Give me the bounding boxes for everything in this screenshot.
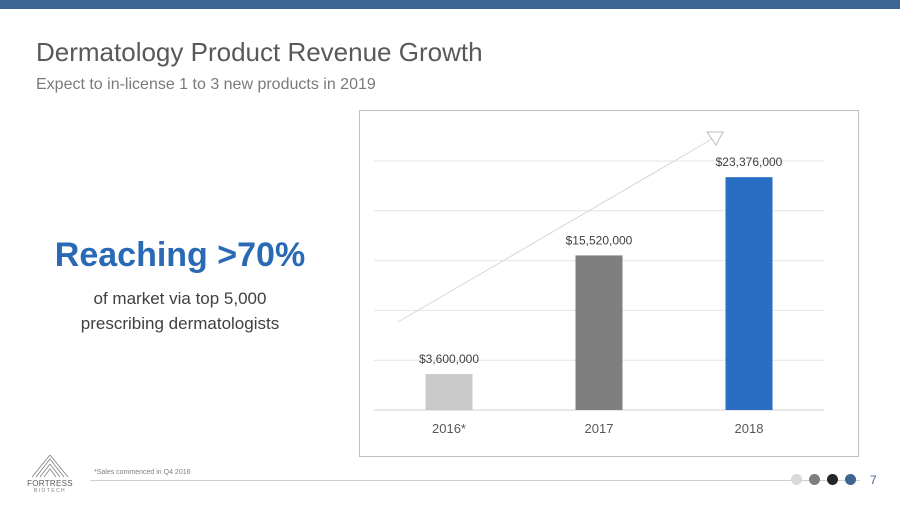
nav-dot-4 — [845, 474, 856, 485]
data-label-3: $23,376,000 — [716, 155, 783, 169]
bar-3 — [725, 177, 773, 410]
data-label-2: $15,520,000 — [566, 233, 633, 247]
data-label-1: $3,600,000 — [419, 352, 479, 366]
revenue-chart-svg: $3,600,000 2016* $15,520,000 2017 $23,376,00… — [374, 131, 824, 436]
logo-subtext: BIOTECH — [33, 488, 67, 494]
callout-text: of market via top 5,000 prescribing derm… — [30, 286, 330, 336]
trend-arrow-line — [397, 138, 713, 323]
callout-headline: Reaching >70% — [54, 236, 306, 274]
fortress-logo: FORTRESS BIOTECH — [22, 454, 78, 495]
revenue-chart: $3,600,000 2016* $15,520,000 2017 $23,376,00… — [359, 110, 859, 457]
x-tick-label-1: 2016* — [432, 421, 466, 436]
footnote: *Sales commenced in Q4 2016 — [94, 469, 191, 476]
bar-2 — [575, 255, 623, 410]
callout-line-2: prescribing dermatologists — [80, 314, 280, 333]
footer-divider — [90, 480, 860, 481]
bar-1 — [425, 374, 473, 410]
fortress-logo-icon — [31, 454, 69, 478]
slide-subtitle: Expect to in-license 1 to 3 new products… — [36, 76, 376, 93]
logo-wordmark: FORTRESS — [27, 479, 73, 488]
nav-dot-2 — [809, 474, 820, 485]
callout-line-1: of market via top 5,000 — [93, 289, 267, 308]
top-accent-bar — [0, 0, 900, 9]
page-number: 7 — [870, 473, 877, 487]
trend-arrow-head — [706, 131, 724, 146]
nav-dot-3 — [827, 474, 838, 485]
x-tick-label-3: 2018 — [735, 421, 764, 436]
nav-dot-1 — [791, 474, 802, 485]
x-tick-label-2: 2017 — [585, 421, 614, 436]
slide-title: Dermatology Product Revenue Growth — [36, 37, 483, 67]
